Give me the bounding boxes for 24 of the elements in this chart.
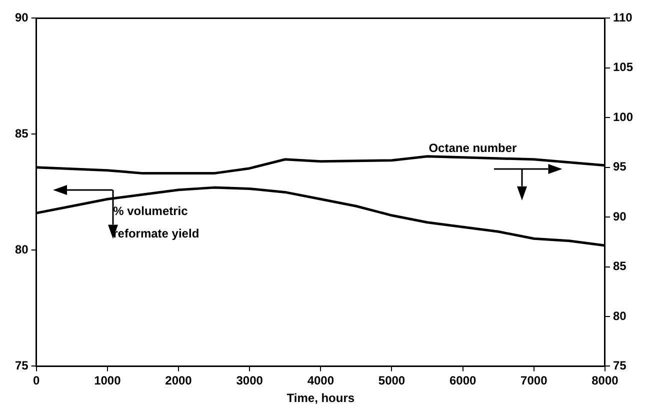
x-tick-label: 8000: [592, 374, 619, 388]
series-label: Octane number: [428, 141, 518, 156]
x-tick-label: 6000: [449, 374, 476, 388]
y-tick-label: 80: [14, 242, 29, 257]
y2-tick-label: 105: [612, 60, 634, 74]
x-tick-label: 0: [33, 374, 40, 388]
y2-tick-label: 110: [612, 10, 633, 25]
x-tick-label: 1000: [94, 374, 122, 388]
y2-tick-label: 85: [612, 259, 627, 274]
y-tick-label: 85: [14, 126, 29, 141]
x-tick-label: 4000: [307, 374, 334, 388]
y2-tick-label: 100: [612, 110, 634, 124]
series-label: % volumetric reformate yield: [113, 204, 200, 240]
y2-tick-label: 75: [612, 358, 627, 373]
x-tick-label: 2000: [165, 374, 192, 388]
x-tick-label: 3000: [236, 374, 264, 388]
y2-tick-label: 90: [612, 209, 627, 224]
x-tick-label: 5000: [378, 374, 406, 388]
y-tick-label: 90: [14, 10, 29, 25]
y-tick-label: 75: [14, 358, 29, 373]
y2-tick-label: 80: [612, 308, 627, 323]
x-tick-label: 7000: [520, 374, 548, 388]
x-axis-title: Time, hours: [286, 391, 355, 406]
y2-tick-label: 95: [612, 160, 627, 174]
